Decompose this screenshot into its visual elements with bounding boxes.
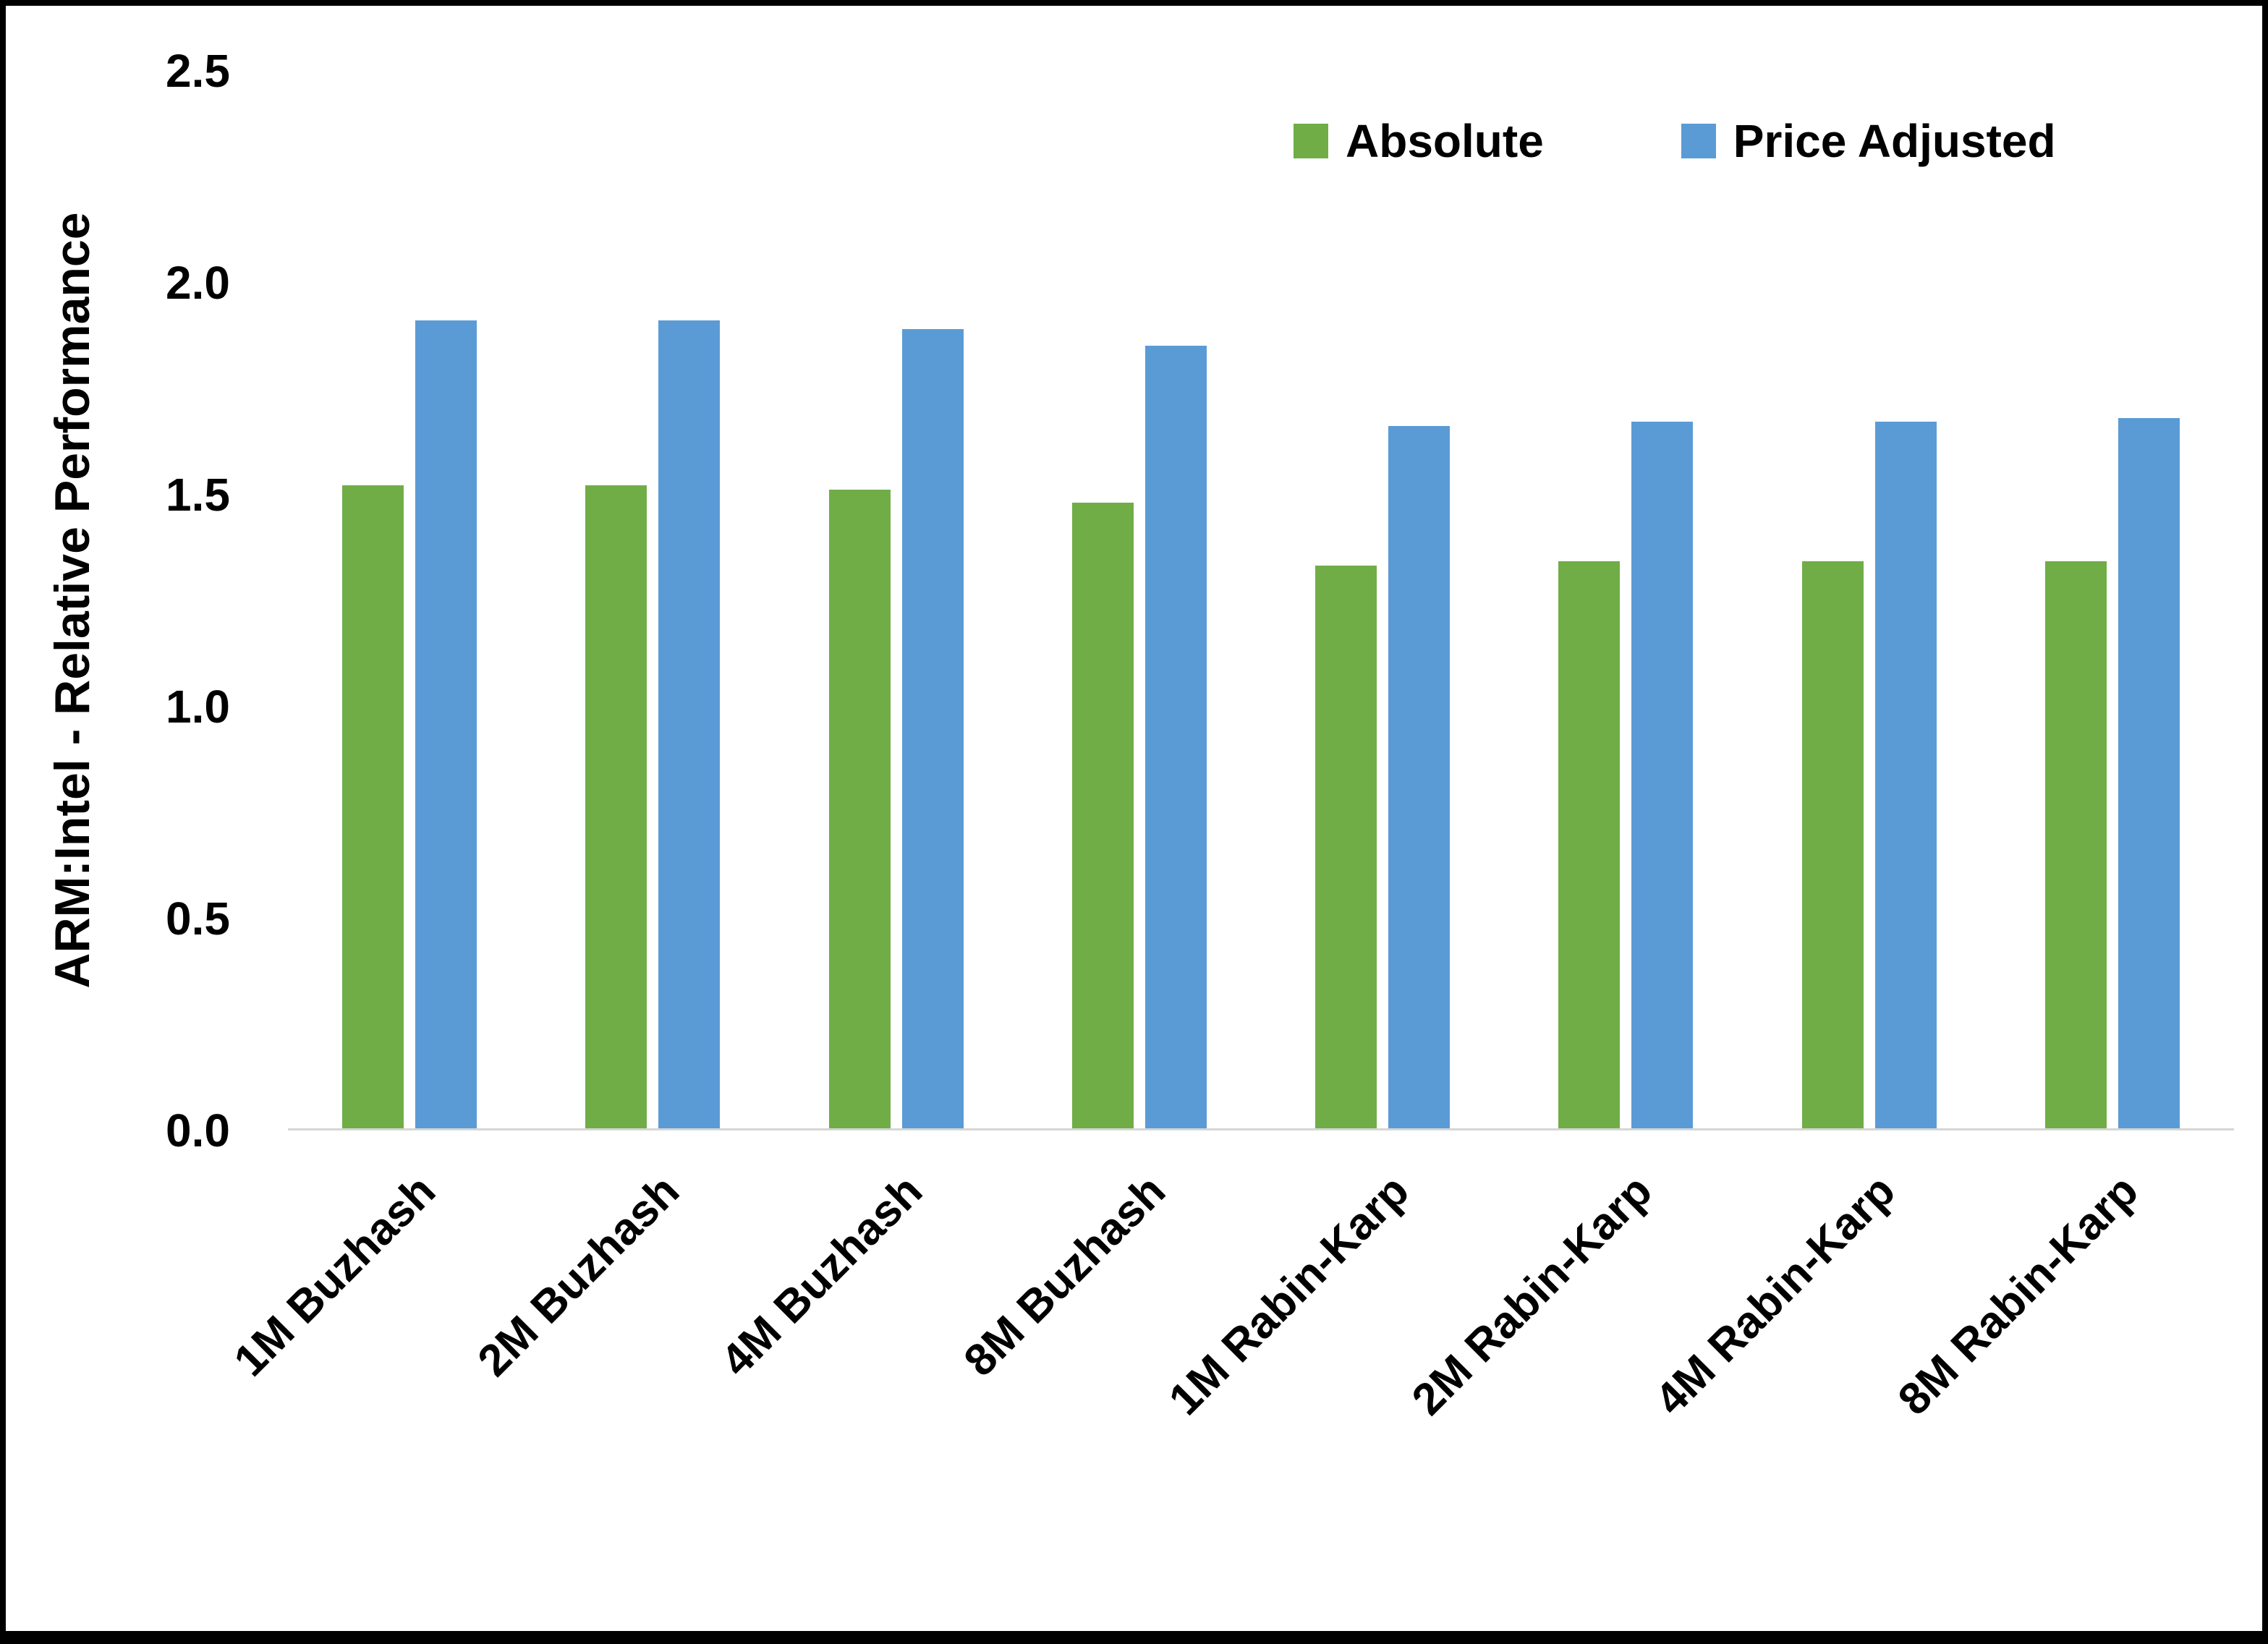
bar-price-adjusted — [658, 320, 721, 1128]
legend-swatch-icon — [1294, 124, 1328, 158]
bar-price-adjusted — [1631, 422, 1694, 1128]
bar-absolute — [1315, 566, 1377, 1128]
legend: Absolute Price Adjusted — [1294, 114, 2056, 168]
bar-absolute — [828, 489, 891, 1128]
y-tick-label: 1.5 — [166, 469, 230, 521]
y-tick-label: 0.0 — [166, 1104, 230, 1157]
x-axis-label: 1M Rabin-Karp — [1159, 1165, 1419, 1425]
legend-item: Absolute — [1294, 114, 1544, 168]
bar-price-adjusted — [415, 320, 477, 1128]
x-axis-label: 2M Rabin-Karp — [1402, 1165, 1662, 1425]
legend-label: Absolute — [1346, 115, 1544, 167]
bar-group — [1504, 71, 1747, 1128]
bar-price-adjusted — [901, 328, 964, 1128]
x-axis-label: 8M Buzhash — [954, 1165, 1176, 1387]
y-tick-label: 2.0 — [166, 257, 230, 309]
bar-absolute — [342, 485, 404, 1128]
y-tick-label: 1.0 — [166, 681, 230, 733]
bar-absolute — [1558, 561, 1621, 1128]
bar-absolute — [2044, 561, 2107, 1128]
x-axis-label: 4M Rabin-Karp — [1645, 1165, 1906, 1425]
bar-price-adjusted — [2118, 417, 2180, 1128]
x-axis-label: 4M Buzhash — [711, 1165, 933, 1387]
y-tick-label: 0.5 — [166, 893, 230, 945]
bar-absolute — [585, 485, 647, 1128]
x-axis-labels: 1M Buzhash 2M Buzhash 4M Buzhash 8M Buzhash… — [225, 1133, 2234, 1596]
y-tick-label: 2.5 — [166, 45, 230, 97]
bar-absolute — [1801, 561, 1864, 1128]
bar-group — [1018, 71, 1261, 1128]
bar-price-adjusted — [1388, 426, 1451, 1128]
bar-group — [1991, 71, 2234, 1128]
bar-absolute — [1071, 502, 1134, 1128]
bar-group — [531, 71, 774, 1128]
x-axis-label: 2M Buzhash — [468, 1165, 689, 1387]
bar-price-adjusted — [1874, 422, 1937, 1128]
legend-label: Price Adjusted — [1733, 115, 2056, 167]
bar-group — [1261, 71, 1504, 1128]
x-axis-label: 1M Buzhash — [225, 1165, 446, 1387]
legend-swatch-icon — [1681, 124, 1716, 158]
bar-group — [288, 71, 531, 1128]
legend-item: Price Adjusted — [1681, 114, 2056, 168]
bar-price-adjusted — [1144, 346, 1207, 1128]
bar-group — [775, 71, 1018, 1128]
y-axis-tick-labels: 0.0 0.5 1.0 1.5 2.0 2.5 — [85, 48, 230, 1154]
plot-area — [288, 71, 2234, 1130]
x-axis-label: 8M Rabin-Karp — [1889, 1165, 2149, 1425]
bar-group — [1748, 71, 1991, 1128]
